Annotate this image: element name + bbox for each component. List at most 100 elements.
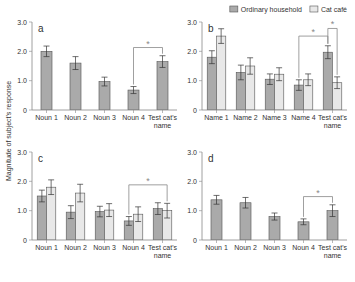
error-cap bbox=[73, 56, 79, 57]
error-cap bbox=[44, 46, 50, 47]
panel: 01.02.03.0Name 1Name 2Name 3Name 4Test c… bbox=[187, 19, 347, 130]
x-tick-label: Noun 3 bbox=[93, 244, 116, 251]
y-axis-line bbox=[32, 22, 33, 110]
error-cap bbox=[77, 184, 83, 185]
x-tick-label: Test cat'sname bbox=[148, 114, 177, 129]
error-cap bbox=[164, 203, 170, 204]
panel-label: a bbox=[38, 23, 44, 34]
y-tick-label: 0 bbox=[193, 107, 197, 114]
error-cap bbox=[267, 84, 273, 85]
bar bbox=[269, 217, 280, 240]
error-line bbox=[99, 206, 100, 217]
error-cap bbox=[305, 85, 311, 86]
error-line bbox=[303, 219, 304, 225]
x-tick-label-line: Noun 3 bbox=[93, 114, 116, 121]
error-line bbox=[80, 184, 81, 202]
y-tick-label: 3.0 bbox=[17, 19, 27, 26]
y-tick bbox=[29, 181, 32, 182]
x-tick-label: Name 3 bbox=[262, 114, 287, 121]
error-bar bbox=[334, 77, 340, 89]
error-line bbox=[274, 213, 275, 220]
error-cap bbox=[296, 79, 302, 80]
y-tick bbox=[199, 181, 202, 182]
panel-label: c bbox=[38, 153, 43, 164]
error-bar bbox=[160, 56, 166, 68]
error-line bbox=[138, 207, 139, 222]
significance-bracket bbox=[328, 28, 337, 74]
error-cap bbox=[272, 213, 278, 214]
x-tick bbox=[245, 110, 246, 113]
error-cap bbox=[126, 216, 132, 217]
marks bbox=[207, 29, 342, 110]
error-bar bbox=[325, 46, 331, 59]
x-tick bbox=[104, 110, 105, 113]
error-cap bbox=[48, 179, 54, 180]
error-cap bbox=[160, 55, 166, 56]
legend-swatch bbox=[230, 6, 238, 12]
error-bar bbox=[44, 46, 50, 57]
x-tick-label: Name 4 bbox=[291, 114, 316, 121]
x-tick bbox=[133, 110, 134, 113]
error-cap bbox=[305, 73, 311, 74]
panel: 01.02.03.0Noun 1Noun 2Noun 3Noun 4Test c… bbox=[17, 149, 177, 260]
x-tick-label: Name 1 bbox=[204, 114, 229, 121]
error-line bbox=[240, 65, 241, 80]
error-line bbox=[167, 203, 168, 218]
error-line bbox=[298, 80, 299, 91]
x-tick-label: Name 2 bbox=[233, 114, 258, 121]
bar bbox=[211, 200, 222, 240]
x-tick bbox=[332, 110, 333, 113]
error-cap bbox=[267, 73, 273, 74]
y-tick-label: 1.0 bbox=[187, 77, 197, 84]
y-tick-label: 2.0 bbox=[17, 178, 27, 185]
error-line bbox=[308, 74, 309, 86]
error-cap bbox=[97, 216, 103, 217]
x-tick bbox=[46, 110, 47, 113]
y-tick bbox=[199, 110, 202, 111]
error-cap bbox=[301, 218, 307, 219]
x-tick-label: Noun 2 bbox=[234, 244, 257, 251]
marks bbox=[37, 180, 172, 240]
error-line bbox=[332, 205, 333, 217]
y-tick bbox=[29, 152, 32, 153]
y-tick-label: 1.0 bbox=[17, 207, 27, 214]
bar bbox=[207, 57, 216, 110]
error-line bbox=[109, 204, 110, 217]
error-cap bbox=[155, 202, 161, 203]
significance-star: * bbox=[312, 27, 316, 37]
x-tick-label-line: Noun 2 bbox=[234, 244, 257, 251]
error-cap bbox=[218, 28, 224, 29]
y-tick bbox=[29, 22, 32, 23]
y-tick-label: 1.0 bbox=[17, 77, 27, 84]
panel-label: b bbox=[208, 23, 214, 34]
x-tick-label: Noun 1 bbox=[205, 244, 228, 251]
error-line bbox=[245, 197, 246, 208]
bar bbox=[41, 51, 52, 110]
error-line bbox=[269, 74, 270, 85]
x-tick-label-line: name bbox=[154, 122, 172, 129]
error-cap bbox=[330, 216, 336, 217]
y-tick-label: 3.0 bbox=[187, 19, 197, 26]
error-bar bbox=[68, 206, 74, 219]
error-line bbox=[279, 68, 280, 81]
y-tick-label: 3.0 bbox=[17, 149, 27, 156]
error-bar bbox=[276, 68, 282, 81]
error-cap bbox=[276, 67, 282, 68]
bar bbox=[323, 52, 332, 110]
x-tick-label-line: Noun 3 bbox=[263, 244, 286, 251]
x-tick-label: Noun 3 bbox=[263, 244, 286, 251]
x-tick-label-line: name bbox=[154, 252, 172, 259]
x-tick-label: Noun 1 bbox=[35, 114, 58, 121]
error-cap bbox=[272, 220, 278, 221]
x-tick bbox=[303, 110, 304, 113]
error-bar bbox=[301, 219, 307, 225]
error-line bbox=[70, 206, 71, 219]
error-bar bbox=[39, 190, 45, 202]
x-tick-label-line: name bbox=[324, 252, 342, 259]
x-tick bbox=[104, 240, 105, 243]
error-bar bbox=[243, 197, 249, 208]
x-tick bbox=[332, 240, 333, 243]
x-tick-label-line: Test cat's bbox=[318, 114, 347, 121]
error-cap bbox=[131, 93, 137, 94]
x-tick-label-line: Noun 3 bbox=[93, 244, 116, 251]
